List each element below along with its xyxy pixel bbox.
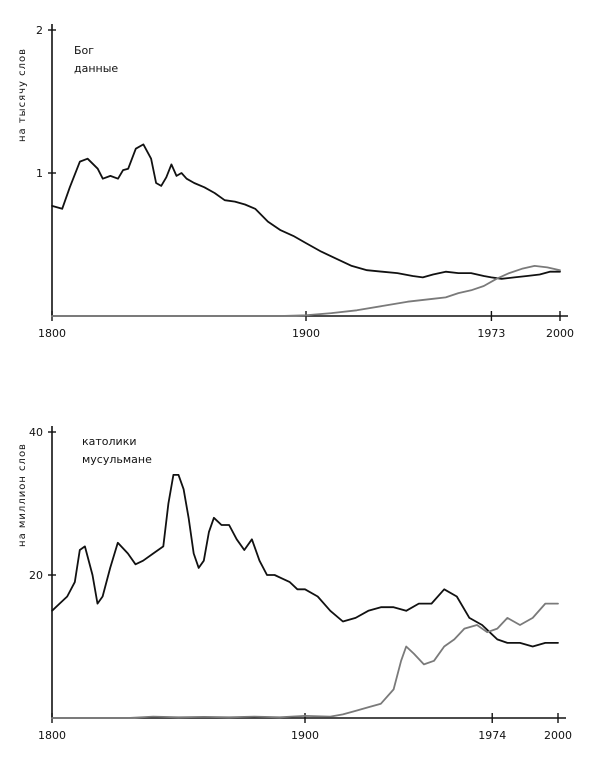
- legend-label-catholics: католики: [82, 435, 137, 448]
- x-tick-label: 1900: [292, 327, 320, 340]
- legend-label-muslims: мусульмане: [82, 453, 152, 466]
- legend-label-god: Бог: [74, 44, 94, 57]
- series-lines: [51, 474, 559, 719]
- ticks: 1800 1900 1974 2000 20 40: [29, 426, 572, 742]
- axes: [51, 24, 568, 317]
- x-tick-label: 1900: [291, 729, 319, 742]
- chart-catholics-muslims: на миллион слов католики мусульмане 1800…: [17, 426, 572, 742]
- x-tick-label: 1800: [38, 327, 66, 340]
- series-line-католики: [51, 474, 559, 648]
- x-tick-label: 2000: [546, 327, 574, 340]
- y-axis-title: на миллион слов: [17, 443, 28, 547]
- y-axis-title: на тысячу слов: [17, 48, 28, 142]
- legend-label-data: данные: [74, 62, 118, 75]
- series-line-данные: [51, 265, 561, 317]
- series-line-мусульмане: [51, 602, 559, 719]
- y-tick-label: 2: [36, 24, 43, 37]
- y-tick-label: 20: [29, 569, 43, 582]
- series-line-Бог: [51, 143, 561, 280]
- y-tick-label: 1: [36, 167, 43, 180]
- y-tick-label: 40: [29, 426, 43, 439]
- x-tick-label: 2000: [544, 729, 572, 742]
- x-tick-label: 1974: [478, 729, 506, 742]
- chart-god-data: на тысячу слов Бог данные 1800 1900 1973 20…: [17, 24, 574, 340]
- x-tick-label: 1973: [477, 327, 505, 340]
- axes: [51, 426, 566, 719]
- x-tick-label: 1800: [38, 729, 66, 742]
- series-lines: [51, 143, 561, 317]
